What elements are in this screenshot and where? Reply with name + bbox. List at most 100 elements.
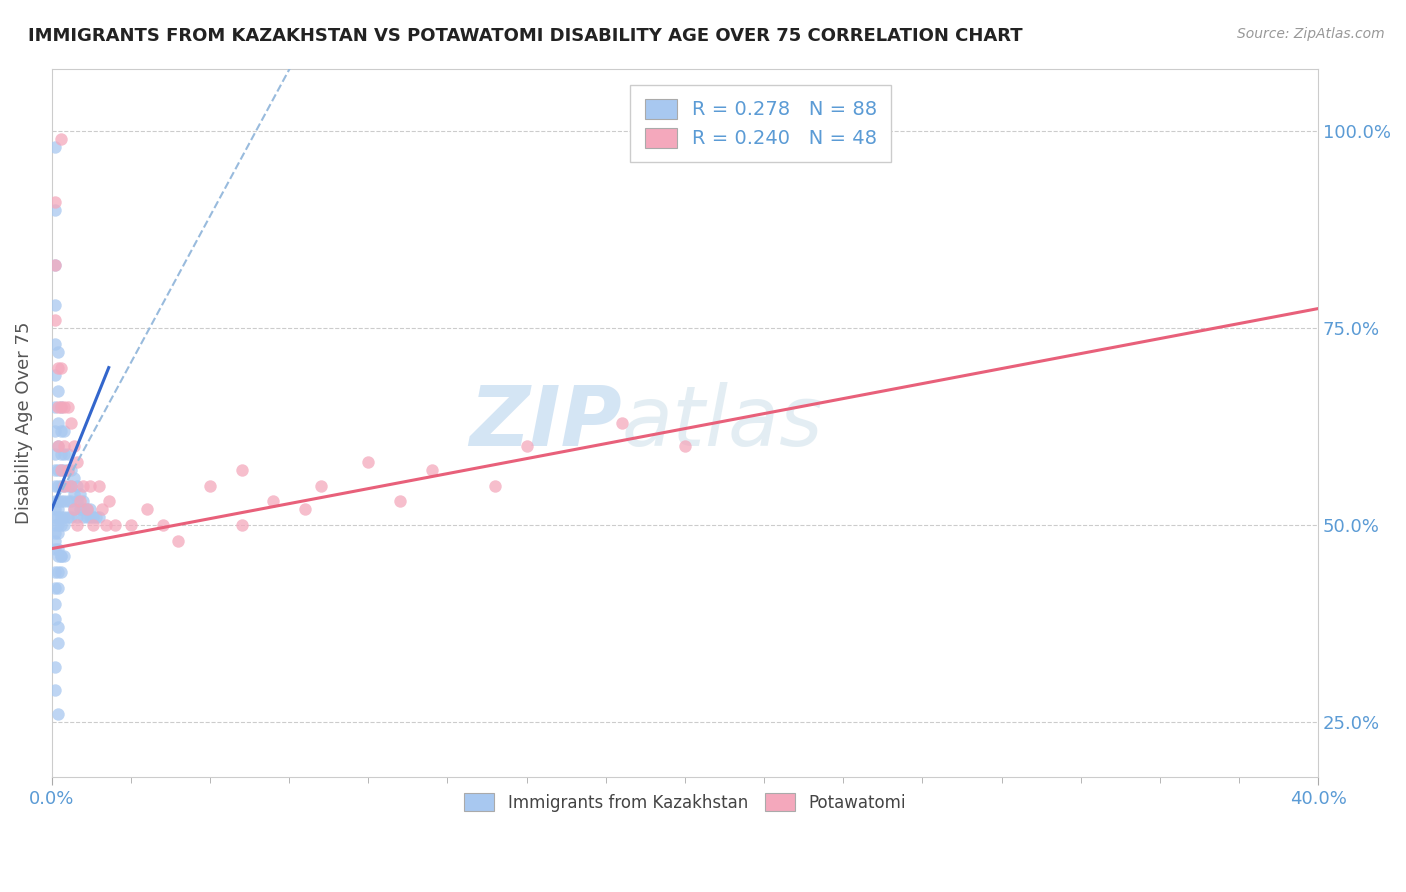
Point <box>44 494 66 508</box>
Point <box>46 494 69 508</box>
Point <box>46 416 69 430</box>
Point <box>66 494 89 508</box>
Point <box>51 132 73 146</box>
Point <box>59 478 82 492</box>
Point <box>66 478 89 492</box>
Point <box>262 494 284 508</box>
Point <box>76 502 98 516</box>
Point <box>46 706 69 721</box>
Point <box>66 510 89 524</box>
Point <box>53 400 76 414</box>
Point <box>69 486 91 500</box>
Text: ZIP: ZIP <box>470 382 621 463</box>
Text: atlas: atlas <box>621 382 824 463</box>
Point <box>104 518 127 533</box>
Point <box>44 424 66 438</box>
Point <box>51 463 73 477</box>
Point <box>51 400 73 414</box>
Point <box>91 502 114 516</box>
Point <box>51 463 73 477</box>
Point <box>84 510 107 524</box>
Point <box>82 518 104 533</box>
Point <box>53 447 76 461</box>
Point <box>44 597 66 611</box>
Point <box>44 541 66 556</box>
Point <box>51 518 73 533</box>
Point <box>516 439 538 453</box>
Point <box>46 384 69 399</box>
Point <box>44 258 66 272</box>
Point <box>44 368 66 383</box>
Point <box>51 424 73 438</box>
Point <box>44 566 66 580</box>
Point <box>53 463 76 477</box>
Point <box>46 478 69 492</box>
Point <box>231 518 253 533</box>
Point <box>53 549 76 564</box>
Point <box>79 478 101 492</box>
Point <box>63 471 86 485</box>
Y-axis label: Disability Age Over 75: Disability Age Over 75 <box>15 321 32 524</box>
Point <box>72 494 94 508</box>
Point <box>51 360 73 375</box>
Point <box>167 533 190 548</box>
Point <box>59 463 82 477</box>
Point <box>44 400 66 414</box>
Point <box>46 636 69 650</box>
Point <box>51 400 73 414</box>
Point <box>44 313 66 327</box>
Point <box>484 478 506 492</box>
Point <box>152 518 174 533</box>
Point <box>69 494 91 508</box>
Point <box>63 502 86 516</box>
Point <box>51 478 73 492</box>
Point <box>89 510 111 524</box>
Point <box>44 659 66 673</box>
Point <box>53 424 76 438</box>
Point <box>72 502 94 516</box>
Point <box>46 344 69 359</box>
Point <box>53 478 76 492</box>
Point <box>56 510 79 524</box>
Point <box>51 549 73 564</box>
Point <box>44 683 66 698</box>
Point <box>420 463 443 477</box>
Point <box>51 566 73 580</box>
Point <box>610 416 633 430</box>
Point <box>388 494 411 508</box>
Point <box>44 581 66 595</box>
Point <box>294 502 316 516</box>
Point <box>46 502 69 516</box>
Point <box>44 478 66 492</box>
Point <box>46 525 69 540</box>
Point <box>63 502 86 516</box>
Point <box>66 455 89 469</box>
Point <box>51 494 73 508</box>
Point <box>44 510 66 524</box>
Point <box>59 510 82 524</box>
Point <box>44 463 66 477</box>
Point <box>44 447 66 461</box>
Point <box>46 360 69 375</box>
Point <box>59 478 82 492</box>
Point <box>56 478 79 492</box>
Point <box>56 447 79 461</box>
Point <box>79 502 101 516</box>
Point <box>63 439 86 453</box>
Point <box>44 298 66 312</box>
Point <box>76 502 98 516</box>
Point <box>53 439 76 453</box>
Point <box>44 258 66 272</box>
Point <box>44 525 66 540</box>
Point <box>53 494 76 508</box>
Point <box>357 455 380 469</box>
Point <box>51 510 73 524</box>
Point <box>59 416 82 430</box>
Point <box>72 510 94 524</box>
Point <box>44 502 66 516</box>
Point <box>44 140 66 154</box>
Legend: Immigrants from Kazakhstan, Potawatomi: Immigrants from Kazakhstan, Potawatomi <box>451 780 918 825</box>
Point <box>51 447 73 461</box>
Point <box>44 337 66 351</box>
Point <box>59 494 82 508</box>
